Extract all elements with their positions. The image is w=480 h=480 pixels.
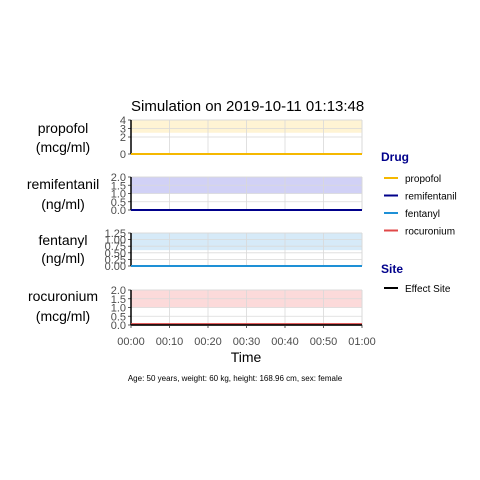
y-tick-label: 2 xyxy=(120,132,126,144)
legend-label-remifentanil: remifentanil xyxy=(405,192,457,203)
legend: Drug propofol remifentanil fentanyl rocuroni… xyxy=(381,150,457,295)
y-tick-label: 1.5 xyxy=(111,294,126,306)
y-tick-label: 4 xyxy=(120,115,126,127)
y-tick-label: 0.25 xyxy=(105,254,126,266)
y-tick-label: 1.5 xyxy=(111,180,126,192)
x-tick-label: 00:40 xyxy=(271,336,299,348)
y-tick-label: 0.50 xyxy=(105,248,126,260)
legend-title-drug: Drug xyxy=(381,150,409,164)
x-tick-label: 00:20 xyxy=(194,336,222,348)
facet-label-rocuronium: (mcg/ml) xyxy=(36,308,90,324)
x-tick-label: 00:30 xyxy=(233,336,261,348)
y-tick-label: 1.00 xyxy=(105,235,126,247)
facet-label-remifentanil: remifentanil xyxy=(27,176,99,192)
panel-remifentanil: 0.00.51.01.52.0 remifentanil (ng/ml) xyxy=(27,172,363,217)
facet-label-propofol: (mcg/ml) xyxy=(36,139,90,155)
x-tick-label: 00:10 xyxy=(156,336,184,348)
legend-title-site: Site xyxy=(381,262,403,276)
panel-rocuronium: 0.00.51.01.52.0 rocuronium (mcg/ml) xyxy=(28,285,363,332)
y-tick-label: 3 xyxy=(120,124,126,136)
y-tick-label: 2.0 xyxy=(111,285,126,297)
y-tick-label: 1.0 xyxy=(111,303,126,315)
panel-fentanyl: 0.000.250.500.751.001.25 fentanyl (ng/ml) xyxy=(38,228,363,273)
caption: Age: 50 years, weight: 60 kg, height: 16… xyxy=(128,374,343,383)
facet-label-fentanyl: fentanyl xyxy=(38,232,87,248)
x-axis-label: Time xyxy=(231,349,262,365)
y-tick-label: 0.0 xyxy=(111,320,126,332)
y-tick-label: 2.0 xyxy=(111,172,126,184)
y-tick-label: 0.5 xyxy=(111,197,126,209)
y-tick-label: 1.25 xyxy=(105,228,126,240)
x-axis: 00:00 00:10 00:20 00:30 00:40 00:50 01:00 xyxy=(117,324,376,348)
panel-propofol: 0 234 propofol (mcg/ml) xyxy=(36,115,363,161)
y-tick-label: 0.0 xyxy=(111,205,126,217)
facet-label-propofol: propofol xyxy=(38,120,89,136)
facet-label-remifentanil: (ng/ml) xyxy=(41,196,85,212)
facet-label-rocuronium: rocuronium xyxy=(28,288,98,304)
x-tick-label: 01:00 xyxy=(348,336,376,348)
facet-label-fentanyl: (ng/ml) xyxy=(41,250,85,266)
legend-label-fentanyl: fentanyl xyxy=(405,209,440,220)
y-tick-label: 0.00 xyxy=(105,261,126,273)
legend-label-propofol: propofol xyxy=(405,174,441,185)
y-tick-label: 0 xyxy=(120,149,126,161)
x-tick-label: 00:00 xyxy=(117,336,145,348)
panels: 0234propofol(mcg/ml)0.00.51.01.52.0remif… xyxy=(27,115,363,332)
y-tick-label: 0.5 xyxy=(111,311,126,323)
chart-title: Simulation on 2019-10-11 01:13:48 xyxy=(131,98,364,115)
x-tick-label: 00:50 xyxy=(310,336,338,348)
legend-label-rocuronium: rocuronium xyxy=(405,227,455,238)
legend-label-effect-site: Effect Site xyxy=(405,284,451,295)
y-tick-label: 0.75 xyxy=(105,241,126,253)
y-tick-label: 1.0 xyxy=(111,189,126,201)
